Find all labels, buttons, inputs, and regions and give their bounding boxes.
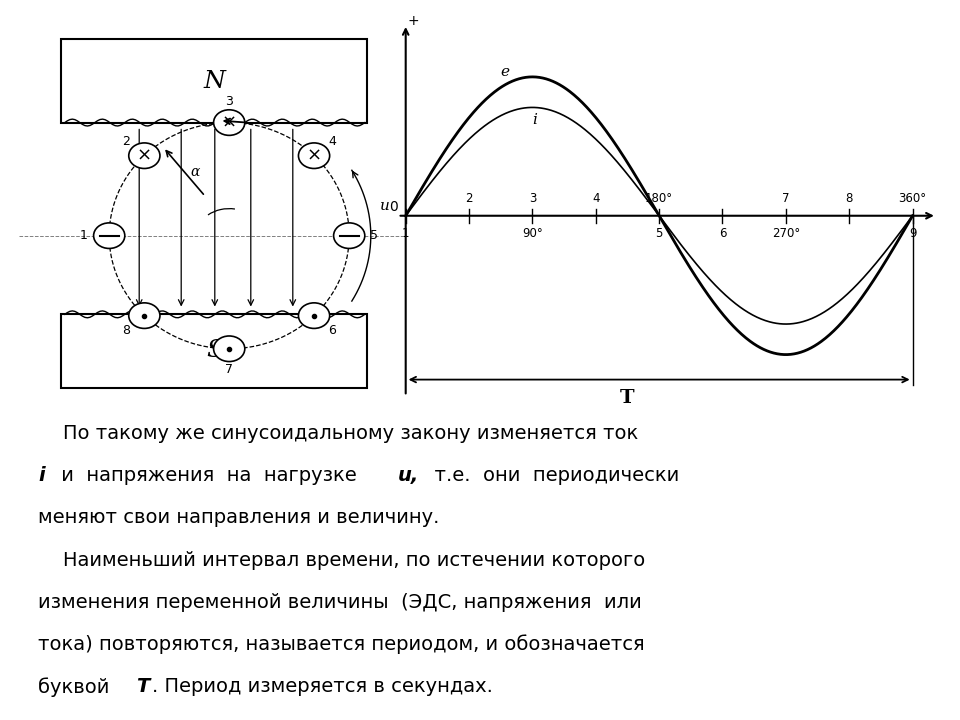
Bar (61, 39, 368, 122)
Text: . Период измеряется в секундах.: . Период измеряется в секундах. (152, 677, 492, 696)
Text: меняют свои направления и величину.: меняют свои направления и величину. (38, 508, 440, 528)
Text: 360°: 360° (899, 192, 926, 204)
Circle shape (213, 336, 245, 361)
Text: N: N (204, 70, 226, 93)
Circle shape (94, 223, 125, 248)
Text: i: i (533, 113, 538, 127)
Text: изменения переменной величины  (ЭДС, напряжения  или: изменения переменной величины (ЭДС, напр… (38, 593, 641, 612)
Circle shape (129, 143, 160, 168)
Text: 2: 2 (466, 192, 473, 204)
Text: ×: × (222, 114, 237, 132)
Text: т.е.  они  периодически: т.е. они периодически (422, 467, 680, 485)
Text: 5: 5 (371, 229, 378, 242)
Circle shape (214, 109, 245, 135)
Text: 8: 8 (123, 324, 131, 337)
Text: 6: 6 (719, 227, 727, 240)
Circle shape (334, 223, 365, 248)
Text: i: i (38, 467, 44, 485)
Text: ×: × (136, 147, 152, 165)
Text: 5: 5 (656, 227, 662, 240)
Text: Т: Т (136, 677, 149, 696)
Circle shape (299, 143, 329, 168)
Text: 4: 4 (328, 135, 336, 148)
Text: T: T (619, 390, 635, 408)
Text: 3: 3 (529, 192, 536, 204)
Text: u,: u, (398, 467, 420, 485)
Text: По такому же синусоидальному закону изменяется ток: По такому же синусоидальному закону изме… (38, 424, 638, 444)
Text: 7: 7 (226, 363, 233, 376)
Text: 4: 4 (592, 192, 600, 204)
Text: 6: 6 (328, 324, 336, 337)
Text: ×: × (306, 147, 322, 165)
Text: буквой: буквой (38, 677, 122, 696)
Text: u: u (380, 199, 390, 213)
Text: 7: 7 (782, 192, 789, 204)
Text: 1: 1 (402, 227, 410, 240)
Text: 2: 2 (123, 135, 131, 148)
Text: 3: 3 (226, 96, 233, 109)
Text: 180°: 180° (645, 192, 673, 204)
Circle shape (299, 303, 329, 328)
Text: +: + (407, 14, 419, 28)
Text: 1: 1 (80, 229, 88, 242)
Text: e: e (501, 65, 510, 79)
Text: 270°: 270° (772, 227, 800, 240)
Bar (61, 315, 368, 388)
Text: 0: 0 (389, 200, 397, 215)
Text: Наименьший интервал времени, по истечении которого: Наименьший интервал времени, по истечени… (38, 551, 645, 570)
Text: 8: 8 (846, 192, 852, 204)
Text: S: S (206, 339, 224, 362)
Text: тока) повторяются, называется периодом, и обозначается: тока) повторяются, называется периодом, … (38, 635, 644, 654)
Text: и  напряжения  на  нагрузке: и напряжения на нагрузке (55, 467, 370, 485)
Text: 9: 9 (909, 227, 916, 240)
Circle shape (129, 303, 160, 328)
Text: 90°: 90° (522, 227, 542, 240)
Text: α: α (191, 165, 201, 179)
